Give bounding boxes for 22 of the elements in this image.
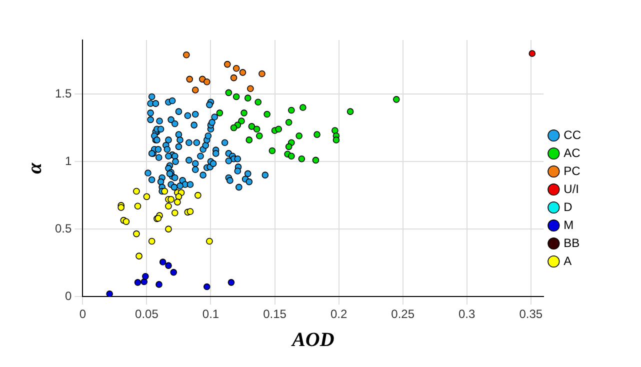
legend-label: M [564,218,574,232]
x-axis-title: AOD [290,329,334,352]
legend-label: D [564,200,573,214]
legend-label: BB [564,236,580,250]
y-tick-label: 1.5 [54,86,72,100]
legend-label: U/I [564,182,580,196]
x-tick-label: 0.35 [519,307,543,322]
y-tick-label: 0 [64,288,72,303]
x-tick-label: 0 [79,307,86,322]
x-tick-label: 0.3 [458,307,476,322]
legend-label: PC [564,164,581,178]
y-axis-title: α [24,162,46,174]
y-tick-label: 1 [64,154,72,168]
legend-label: A [564,254,572,268]
x-tick-label: 0.05 [135,307,159,322]
x-tick-label: 0.25 [391,307,415,322]
x-tick-label: 0.1 [202,307,220,322]
y-tick-label: 0.5 [54,221,72,236]
x-tick-label: 0.2 [330,307,348,322]
legend-label: AC [564,146,581,160]
x-tick-label: 0.15 [263,307,287,322]
legend-label: CC [564,128,582,142]
